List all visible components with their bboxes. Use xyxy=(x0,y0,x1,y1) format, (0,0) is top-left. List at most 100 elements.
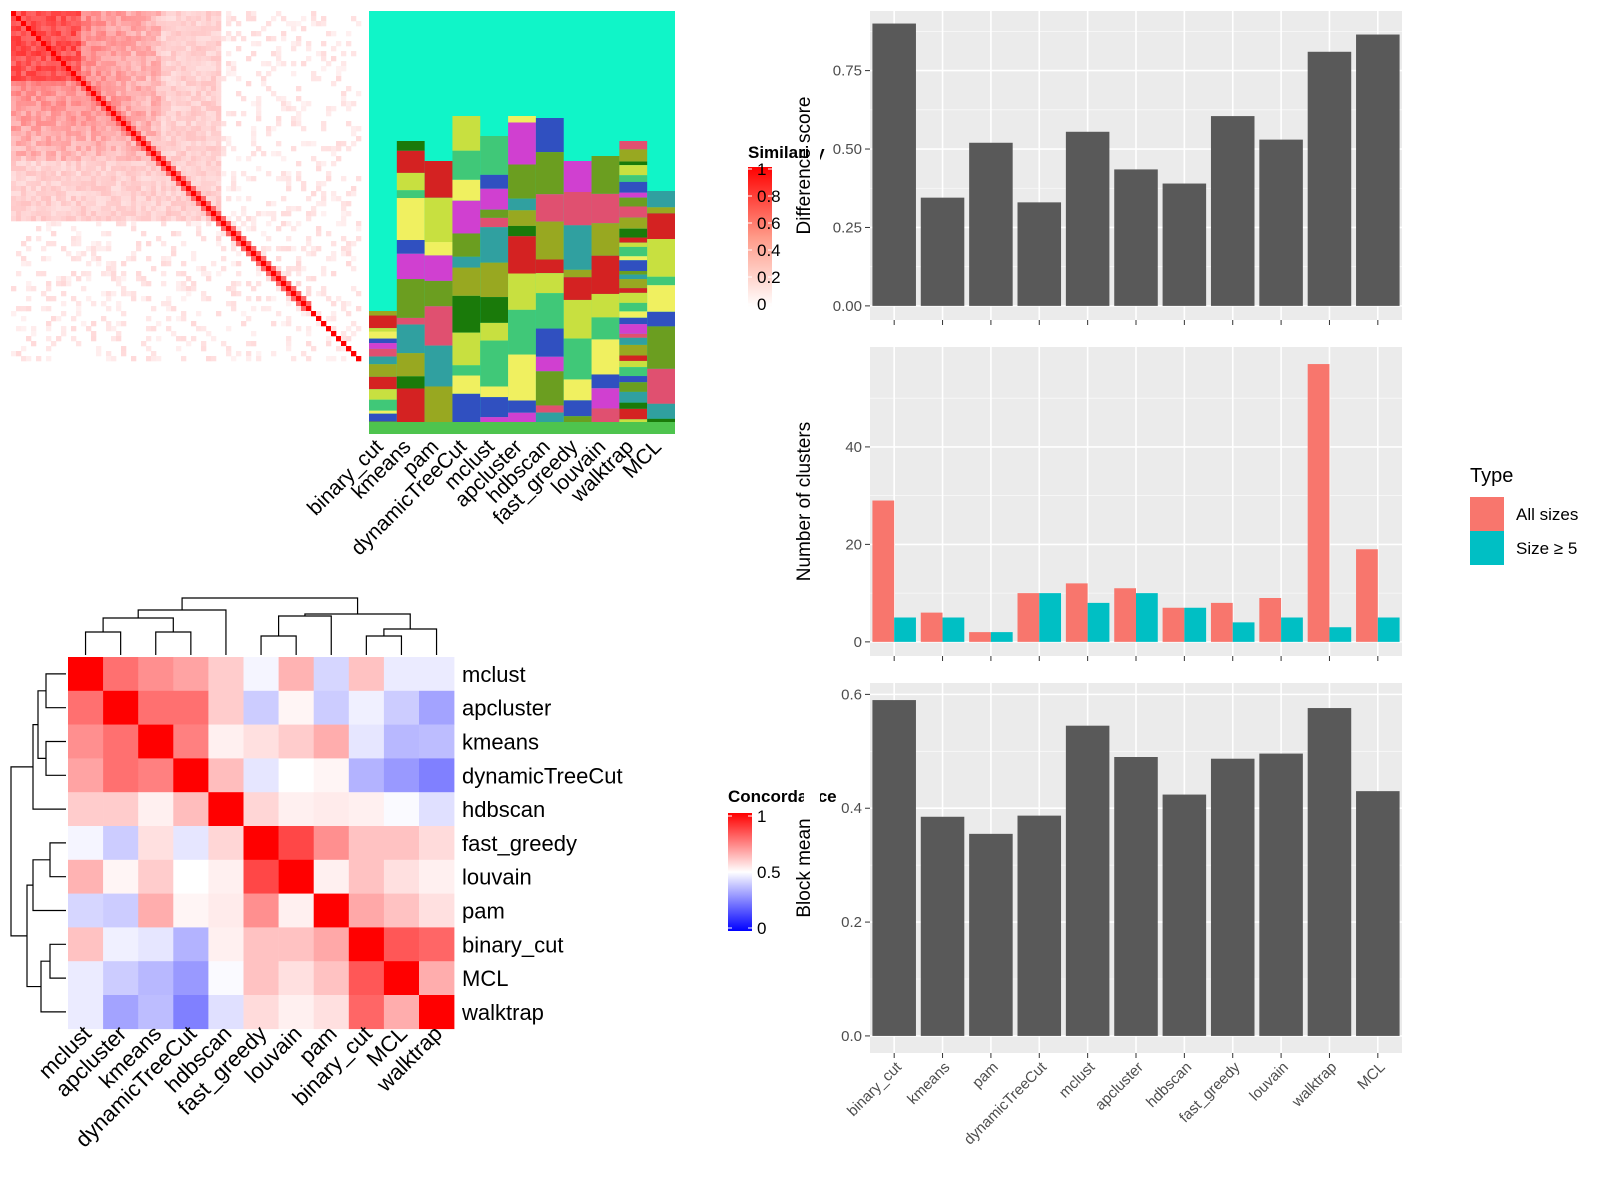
similarity-cell xyxy=(131,161,137,167)
similarity-cell xyxy=(306,306,312,312)
similarity-cell xyxy=(86,181,92,187)
concordance-cell xyxy=(243,826,279,861)
concordance-cell xyxy=(348,859,385,894)
similarity-cell xyxy=(116,51,122,57)
similarity-cell xyxy=(26,281,32,287)
similarity-cell xyxy=(46,321,52,327)
cluster-block xyxy=(563,400,592,417)
similarity-cell xyxy=(116,21,122,27)
similarity-cell xyxy=(26,81,32,87)
similarity-cell xyxy=(326,61,332,67)
similarity-cell xyxy=(46,176,52,182)
similarity-cell xyxy=(336,41,342,47)
similarity-cell xyxy=(201,271,207,277)
similarity-cell xyxy=(206,121,212,127)
similarity-cell xyxy=(221,36,227,42)
similarity-cell xyxy=(106,241,112,247)
similarity-cell xyxy=(66,41,72,47)
similarity-cell xyxy=(111,136,117,142)
similarity-cell xyxy=(11,76,17,82)
similarity-cell xyxy=(356,221,362,227)
similarity-cell xyxy=(151,206,157,212)
similarity-cell xyxy=(136,46,142,52)
similarity-cell xyxy=(21,316,27,322)
similarity-cell xyxy=(121,206,127,212)
similarity-cell xyxy=(81,216,87,222)
similarity-cell xyxy=(176,26,182,32)
similarity-cell xyxy=(11,151,17,157)
similarity-cell xyxy=(96,46,102,52)
similarity-cell xyxy=(266,246,272,252)
similarity-cell xyxy=(81,211,87,217)
similarity-cell xyxy=(106,136,112,142)
similarity-cell xyxy=(156,76,162,82)
similarity-cell xyxy=(171,41,177,47)
similarity-cell xyxy=(266,171,272,177)
cluster-block xyxy=(452,375,481,394)
column-dendrogram xyxy=(84,597,438,655)
similarity-cell xyxy=(336,296,342,302)
similarity-cell xyxy=(196,146,202,152)
similarity-cell xyxy=(11,41,17,47)
similarity-cell xyxy=(151,41,157,47)
similarity-cell xyxy=(116,306,122,312)
similarity-cell xyxy=(311,76,317,82)
similarity-cell xyxy=(176,61,182,67)
similarity-cell xyxy=(191,56,197,62)
similarity-cell xyxy=(211,116,217,122)
similarity-cell xyxy=(186,216,192,222)
similarity-cell xyxy=(146,136,152,142)
similarity-cell xyxy=(166,161,172,167)
similarity-cell xyxy=(336,221,342,227)
similarity-cell xyxy=(126,131,132,137)
similarity-cell xyxy=(26,356,32,362)
similarity-cell xyxy=(201,21,207,27)
similarity-cell xyxy=(256,296,262,302)
similarity-cell xyxy=(196,166,202,172)
similarity-cell xyxy=(11,201,17,207)
similarity-cell xyxy=(86,131,92,137)
similarity-cell xyxy=(181,106,187,112)
concordance-cell xyxy=(68,724,104,759)
similarity-cell xyxy=(46,11,52,17)
similarity-cell xyxy=(346,31,352,37)
similarity-cell xyxy=(341,221,347,227)
similarity-cell xyxy=(141,161,147,167)
similarity-cell xyxy=(56,91,62,97)
similarity-cell xyxy=(331,196,337,202)
similarity-cell xyxy=(186,21,192,27)
similarity-cell xyxy=(336,156,342,162)
similarity-cell xyxy=(221,216,227,222)
type-legend-title: Type xyxy=(1470,465,1513,487)
similarity-cell xyxy=(36,46,42,52)
similarity-cell xyxy=(11,116,17,122)
similarity-cell xyxy=(91,86,97,92)
similarity-cell xyxy=(141,66,147,72)
concordance-cell xyxy=(278,657,314,692)
similarity-cell xyxy=(21,151,27,157)
similarity-cell xyxy=(101,111,107,117)
similarity-cell xyxy=(296,256,302,262)
cluster-block xyxy=(480,136,509,175)
concordance-cell xyxy=(68,995,104,1030)
bar-binary_cut xyxy=(872,700,916,1036)
similarity-cell xyxy=(41,211,47,217)
similarity-cell xyxy=(156,46,162,52)
similarity-cell xyxy=(166,101,172,107)
similarity-cell xyxy=(146,16,152,22)
similarity-cell xyxy=(91,81,97,87)
similarity-cell xyxy=(111,86,117,92)
similarity-cell xyxy=(31,96,37,102)
similarity-cell xyxy=(71,206,77,212)
similarity-cell xyxy=(126,176,132,182)
concordance-cell xyxy=(173,859,209,894)
similarity-cell xyxy=(96,201,102,207)
similarity-cell xyxy=(211,136,217,142)
similarity-cell xyxy=(146,191,152,197)
concordance-cell xyxy=(208,961,244,996)
similarity-cell xyxy=(36,56,42,62)
cluster-block xyxy=(452,200,481,234)
similarity-cell xyxy=(26,61,32,67)
similarity-cell xyxy=(71,171,77,177)
